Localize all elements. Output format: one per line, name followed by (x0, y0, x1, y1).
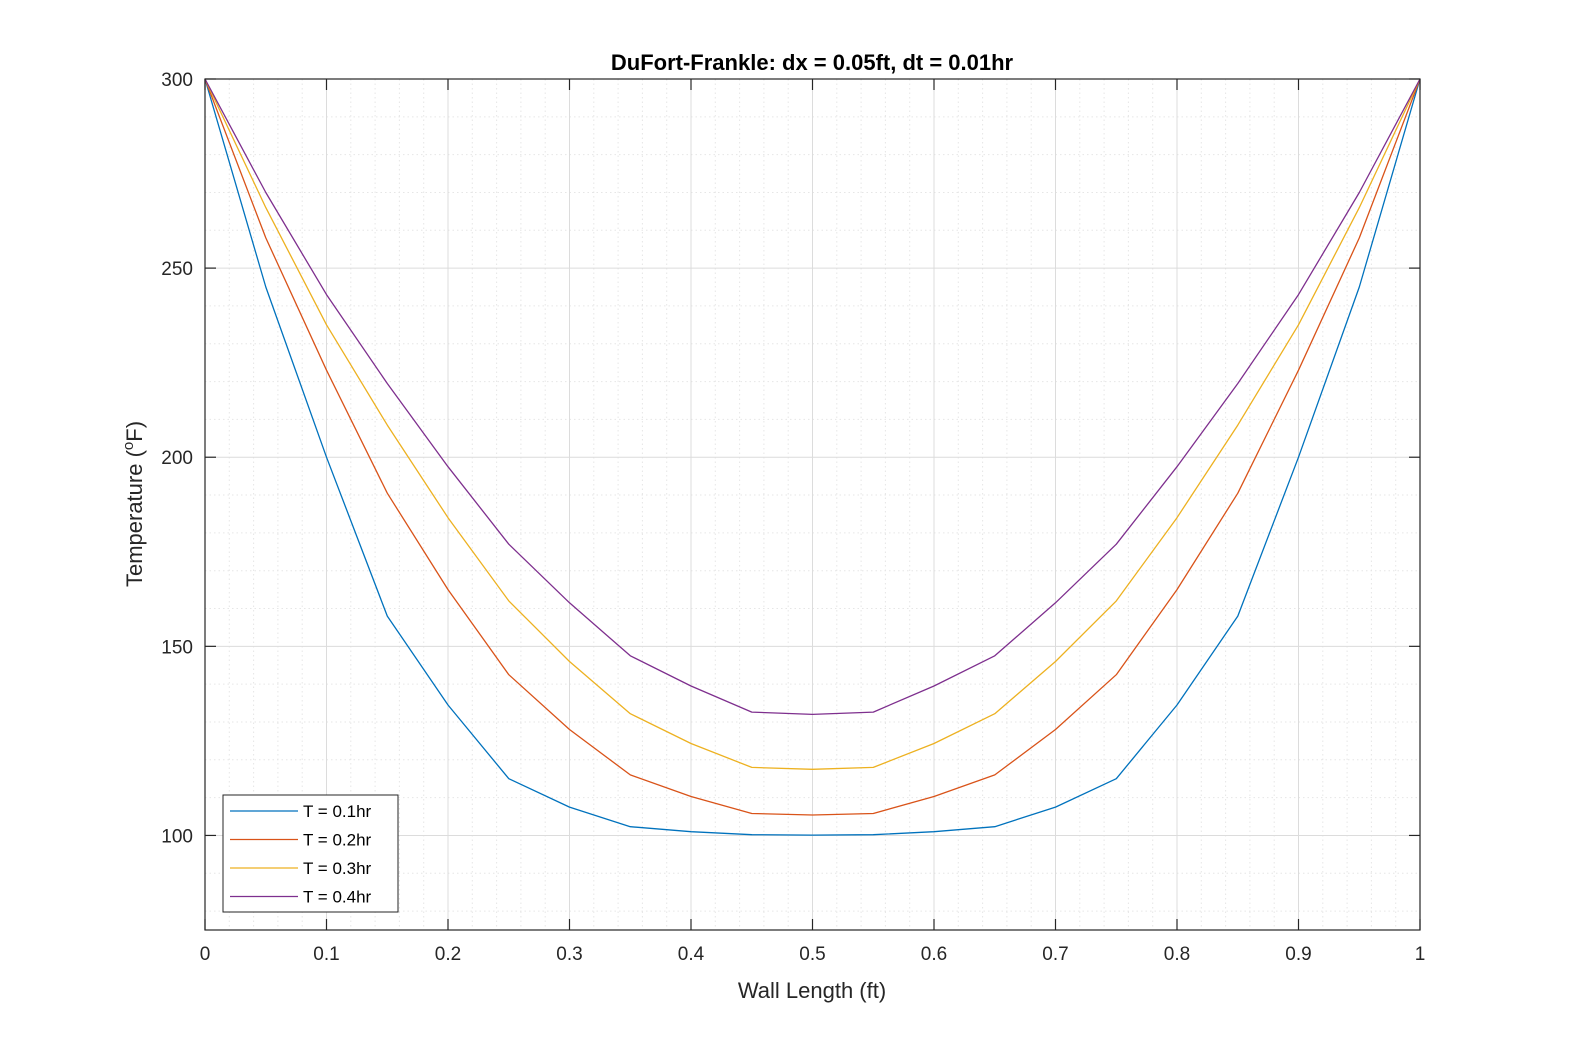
x-tick-label: 0.5 (799, 944, 825, 965)
series-line-4 (204, 78, 1421, 716)
y-tick-label: 100 (161, 826, 193, 847)
y-axis-label-unit: F) (122, 421, 147, 442)
x-tick-label: 0.4 (678, 944, 705, 965)
series-line-2 (204, 78, 1421, 816)
series-lines (204, 78, 1421, 836)
series-line-1 (204, 78, 1421, 836)
x-tick-label: 0 (200, 944, 211, 965)
x-tick-label: 0.2 (435, 944, 461, 965)
y-tick-labels: 100 150 200 250 300 (161, 70, 193, 847)
legend-label-3: T = 0.3hr (303, 859, 372, 878)
legend: T = 0.1hr T = 0.2hr T = 0.3hr T = 0.4hr (222, 794, 399, 913)
x-tick-label: 0.9 (1285, 944, 1311, 965)
y-tick-label: 200 (161, 448, 193, 469)
y-tick-label: 150 (161, 637, 193, 658)
legend-label-4: T = 0.4hr (303, 888, 372, 907)
chart-title: DuFort-Frankle: dx = 0.05ft, dt = 0.01hr (611, 50, 1014, 75)
x-tick-label: 0.1 (313, 944, 339, 965)
plot-area: 0 0.1 0.2 0.3 0.4 0.5 0.6 0.7 0.8 0.9 1 100 150 200 2… (161, 70, 1425, 965)
x-axis-label: Wall Length (ft) (738, 978, 886, 1003)
legend-label-1: T = 0.1hr (303, 802, 372, 821)
series-line-3 (204, 78, 1421, 770)
legend-label-2: T = 0.2hr (303, 831, 372, 850)
x-tick-label: 0.7 (1042, 944, 1068, 965)
x-tick-label: 0.6 (921, 944, 947, 965)
legend-box (222, 794, 399, 913)
x-tick-label: 1 (1415, 944, 1426, 965)
x-tick-label: 0.3 (556, 944, 582, 965)
axis-ticks (204, 78, 1421, 930)
y-axis-label: Temperature (oF) (120, 421, 147, 587)
legend-entries: T = 0.1hr T = 0.2hr T = 0.3hr T = 0.4hr (230, 802, 372, 907)
x-tick-labels: 0 0.1 0.2 0.3 0.4 0.5 0.6 0.7 0.8 0.9 1 (200, 944, 1426, 965)
x-tick-label: 0.8 (1164, 944, 1190, 965)
y-axis-label-main: Temperature ( (122, 449, 147, 587)
y-tick-label: 300 (161, 70, 193, 91)
y-tick-label: 250 (161, 259, 193, 280)
y-axis-label-superscript: o (120, 442, 137, 450)
